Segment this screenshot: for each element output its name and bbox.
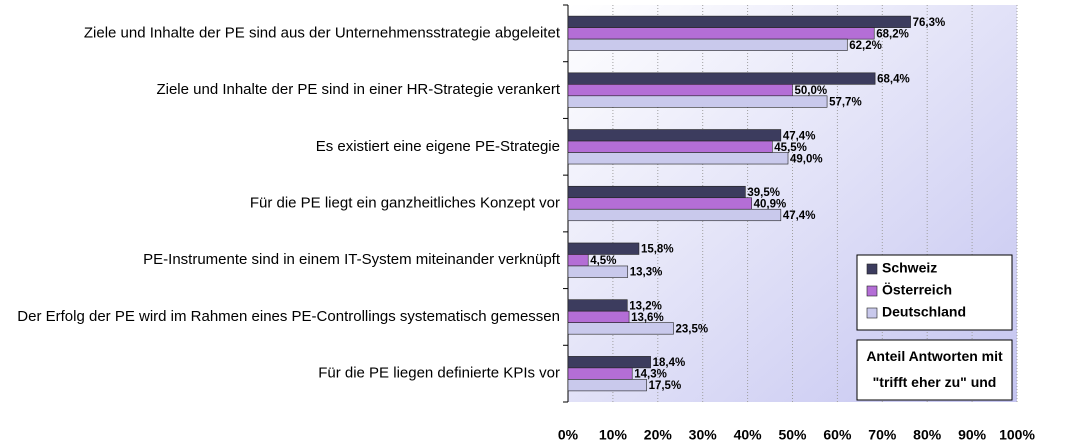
- x-tick-label: 50%: [778, 427, 807, 443]
- value-label: 18,4%: [653, 357, 686, 369]
- value-label: 49,0%: [790, 153, 823, 165]
- bar: [567, 84, 793, 97]
- x-tick-label: 70%: [868, 427, 897, 443]
- value-label: 40,9%: [754, 199, 787, 211]
- annotation-box: [856, 339, 1013, 401]
- legend-box: [856, 254, 1013, 331]
- bar: [567, 95, 828, 108]
- value-label: 17,5%: [649, 380, 682, 392]
- value-label: 45,5%: [774, 142, 807, 154]
- bar: [567, 310, 630, 323]
- annotation: Anteil Antworten mit "trifft eher zu" und: [866, 348, 1003, 390]
- value-label: 57,7%: [829, 97, 862, 109]
- value-label: 13,3%: [630, 267, 663, 279]
- legend-label: Österreich: [882, 282, 952, 298]
- x-tick-label: 40%: [734, 427, 763, 443]
- bar: [567, 185, 746, 199]
- bar: [567, 254, 589, 267]
- bar: [567, 242, 640, 255]
- bar: [567, 208, 782, 222]
- value-label: 13,2%: [629, 300, 662, 312]
- value-label: 47,4%: [783, 130, 816, 142]
- value-label: 13,6%: [631, 312, 664, 324]
- value-label: 14,3%: [634, 369, 667, 381]
- legend-swatch: [866, 307, 878, 319]
- bar: [567, 356, 651, 369]
- bar: [567, 379, 647, 392]
- category-label: PE-Instrumente sind in einem IT-System m…: [143, 251, 561, 268]
- bar: [567, 367, 633, 380]
- bar: [567, 38, 848, 51]
- legend-swatch: [866, 285, 878, 297]
- value-label: 15,8%: [641, 244, 674, 256]
- x-tick-label: 20%: [644, 427, 673, 443]
- value-label: 4,5%: [590, 255, 616, 267]
- bar: [567, 322, 674, 335]
- bar: [567, 197, 752, 210]
- value-label: 39,5%: [747, 187, 780, 199]
- x-tick-label: 0%: [558, 427, 579, 443]
- bar: [567, 72, 876, 85]
- bar: [567, 299, 628, 312]
- value-label: 47,4%: [783, 210, 816, 222]
- category-label: Ziele und Inhalte der PE sind in einer H…: [156, 81, 560, 98]
- x-tick-label: 100%: [999, 427, 1035, 443]
- category-label: Für die PE liegt ein ganzheitliches Konz…: [250, 194, 560, 211]
- bar: [567, 140, 773, 153]
- x-tick-label: 90%: [958, 427, 987, 443]
- bar: [567, 15, 911, 28]
- x-tick-label: 30%: [689, 427, 718, 443]
- legend-label: Deutschland: [882, 304, 966, 320]
- value-label: 76,3%: [913, 17, 946, 29]
- x-tick-label: 80%: [913, 427, 942, 443]
- x-tick-label: 10%: [599, 427, 628, 443]
- legend-swatch: [866, 263, 878, 275]
- bar: [567, 152, 789, 165]
- category-label: Es existiert eine eigene PE-Strategie: [316, 138, 560, 155]
- value-label: 62,2%: [849, 40, 882, 52]
- bar: [567, 265, 629, 278]
- x-tick-label: 60%: [823, 427, 852, 443]
- category-label: Für die PE liegen definierte KPIs vor: [318, 365, 560, 382]
- value-label: 68,4%: [877, 74, 910, 86]
- value-label: 68,2%: [876, 28, 909, 40]
- bar: [567, 129, 782, 142]
- bar: [567, 27, 875, 40]
- value-label: 50,0%: [795, 85, 828, 97]
- category-label: Der Erfolg der PE wird im Rahmen eines P…: [17, 308, 560, 325]
- legend-label: Schweiz: [882, 260, 937, 276]
- category-label: Ziele und Inhalte der PE sind aus der Un…: [84, 24, 561, 41]
- value-label: 23,5%: [676, 323, 709, 335]
